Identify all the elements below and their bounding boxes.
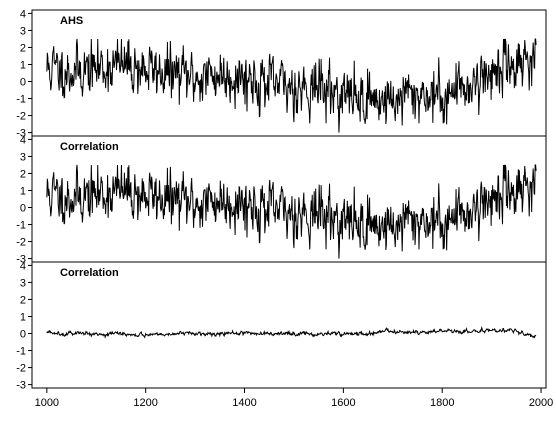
x-tick-label: 1000: [35, 397, 59, 409]
x-tick-label: 2000: [529, 397, 553, 409]
y-tick-label: 0: [20, 329, 26, 341]
series-line: [46, 164, 537, 259]
y-tick-label: -3: [16, 254, 26, 266]
x-tick-label: 1400: [232, 397, 256, 409]
y-tick-label: -3: [16, 128, 26, 140]
y-tick-label: 0: [20, 77, 26, 89]
panel-title-ahs: AHS: [60, 15, 83, 27]
series-line: [46, 38, 537, 133]
y-tick-label: 3: [20, 151, 26, 163]
y-tick-label: -1: [16, 220, 26, 232]
y-tick-label: 2: [20, 168, 26, 180]
x-tick-label: 1600: [331, 397, 355, 409]
y-tick-label: -2: [16, 111, 26, 123]
y-tick-label: -2: [16, 363, 26, 375]
y-tick-label: 2: [20, 42, 26, 54]
x-tick-label: 1800: [430, 397, 454, 409]
series-line: [46, 325, 537, 339]
y-tick-label: 3: [20, 277, 26, 289]
y-tick-label: 4: [20, 8, 26, 20]
chart-panel-ahs: AHS -3 -2 -1 0 1 2 3 4: [16, 8, 547, 140]
y-tick-label: 0: [20, 203, 26, 215]
chart-panel-correlation-1: Correlation -3 -2 -1 0 1 2 3 4: [16, 134, 547, 266]
panel-title-correlation-1: Correlation: [60, 141, 119, 153]
y-tick-label: 1: [20, 59, 26, 71]
chart-panel-correlation-2: Correlation -3 -2 -1 0 1 2 3 4: [16, 260, 547, 392]
y-tick-label: 3: [20, 25, 26, 37]
y-tick-label: 1: [20, 185, 26, 197]
y-tick-label: 1: [20, 311, 26, 323]
y-tick-label: 4: [20, 260, 26, 272]
plot-frame: [31, 261, 547, 389]
x-tick-label: 1200: [133, 397, 157, 409]
y-tick-label: -1: [16, 94, 26, 106]
y-tick-label: 2: [20, 294, 26, 306]
y-tick-label: -1: [16, 346, 26, 358]
x-axis: 1000 1200 1400 1600 1800 2000: [35, 387, 553, 409]
panel-title-correlation-2: Correlation: [60, 267, 119, 279]
y-tick-label: 4: [20, 134, 26, 146]
y-tick-label: -3: [16, 380, 26, 392]
y-tick-label: -2: [16, 237, 26, 249]
